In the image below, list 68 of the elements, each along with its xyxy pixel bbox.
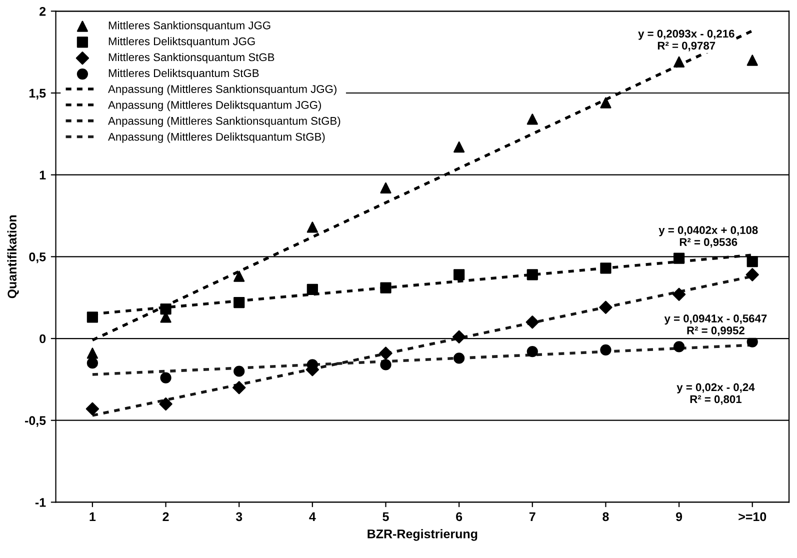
point xyxy=(526,346,538,358)
point xyxy=(234,366,245,377)
legend-label: Mittleres Deliktsquantum JGG xyxy=(108,37,255,48)
point xyxy=(746,256,758,268)
x-tick-label: 9 xyxy=(676,512,682,522)
point xyxy=(599,300,612,314)
point xyxy=(454,141,465,153)
annotation: y = 0,0941x - 0,5647 R² = 0,9952 xyxy=(664,314,767,336)
point xyxy=(380,182,392,194)
point xyxy=(673,56,685,68)
y-tick-label: 0,5 xyxy=(29,252,46,264)
y-tick-label: 1,5 xyxy=(29,88,46,100)
point xyxy=(600,344,612,356)
point xyxy=(673,252,685,264)
legend-label: Mittleres Deliktsquantum StGB xyxy=(108,68,259,80)
annotation: y = 0,02x - 0,24 R² = 0,801 xyxy=(676,383,755,405)
point xyxy=(306,222,318,233)
legend-label: Anpassung (Mittleres Deliktsquantum StGB) xyxy=(108,132,325,143)
point xyxy=(159,397,172,411)
point xyxy=(526,316,539,329)
y-tick-label: -1 xyxy=(35,498,46,507)
legend-label: Anpassung (Mittleres Sanktionsquantum StGB) xyxy=(108,116,340,127)
point xyxy=(306,284,318,295)
x-tick-label: 5 xyxy=(382,512,389,522)
y-tick-label: 1 xyxy=(40,170,46,180)
annotation: y = 0,0402x + 0,108 R² = 0,9536 xyxy=(658,226,758,248)
point xyxy=(160,372,172,384)
y-tick-label: -0,5 xyxy=(25,416,46,427)
x-tick-label: 3 xyxy=(236,512,242,522)
point xyxy=(452,330,466,344)
point xyxy=(526,114,538,125)
point xyxy=(232,381,246,394)
point xyxy=(454,352,465,364)
x-tick-label: 6 xyxy=(456,512,462,522)
x-tick-label: 1 xyxy=(90,512,96,521)
legend-label: Anpassung (Mittleres Sanktionsquantum JGG) xyxy=(108,84,336,96)
point xyxy=(86,312,98,323)
y-axis-title: Quantifikation xyxy=(7,215,19,298)
point xyxy=(454,269,465,280)
point xyxy=(746,268,759,282)
point xyxy=(600,97,612,108)
x-tick-label: >=10 xyxy=(738,512,766,522)
x-tick-label: 7 xyxy=(529,512,536,521)
point xyxy=(600,262,612,274)
legend-label: Mittleres Sanktionsquantum StGB xyxy=(108,52,274,64)
point xyxy=(160,304,172,315)
point xyxy=(673,341,685,352)
point xyxy=(672,288,686,301)
point xyxy=(86,358,98,369)
point xyxy=(746,336,758,348)
legend-label: Anpassung (Mittleres Deliktsquantum JGG) xyxy=(108,100,321,112)
point xyxy=(379,346,392,360)
legend-label: Mittleres Sanktionsquantum JGG xyxy=(108,21,270,32)
x-tick-label: 4 xyxy=(309,512,316,521)
point xyxy=(86,348,98,359)
point xyxy=(234,296,245,308)
point xyxy=(526,269,538,280)
point xyxy=(380,359,392,370)
y-tick-label: 0 xyxy=(40,334,46,344)
y-tick-label: 2 xyxy=(40,6,46,16)
point xyxy=(234,270,245,282)
point xyxy=(746,54,758,66)
x-tick-label: 2 xyxy=(162,512,169,521)
annotation: y = 0,2093x - 0,216 R² = 0,9787 xyxy=(638,30,734,52)
x-axis-title: BZR-Registrierung xyxy=(368,529,478,541)
point xyxy=(380,282,392,294)
point xyxy=(86,402,100,416)
x-tick-label: 8 xyxy=(602,512,609,522)
